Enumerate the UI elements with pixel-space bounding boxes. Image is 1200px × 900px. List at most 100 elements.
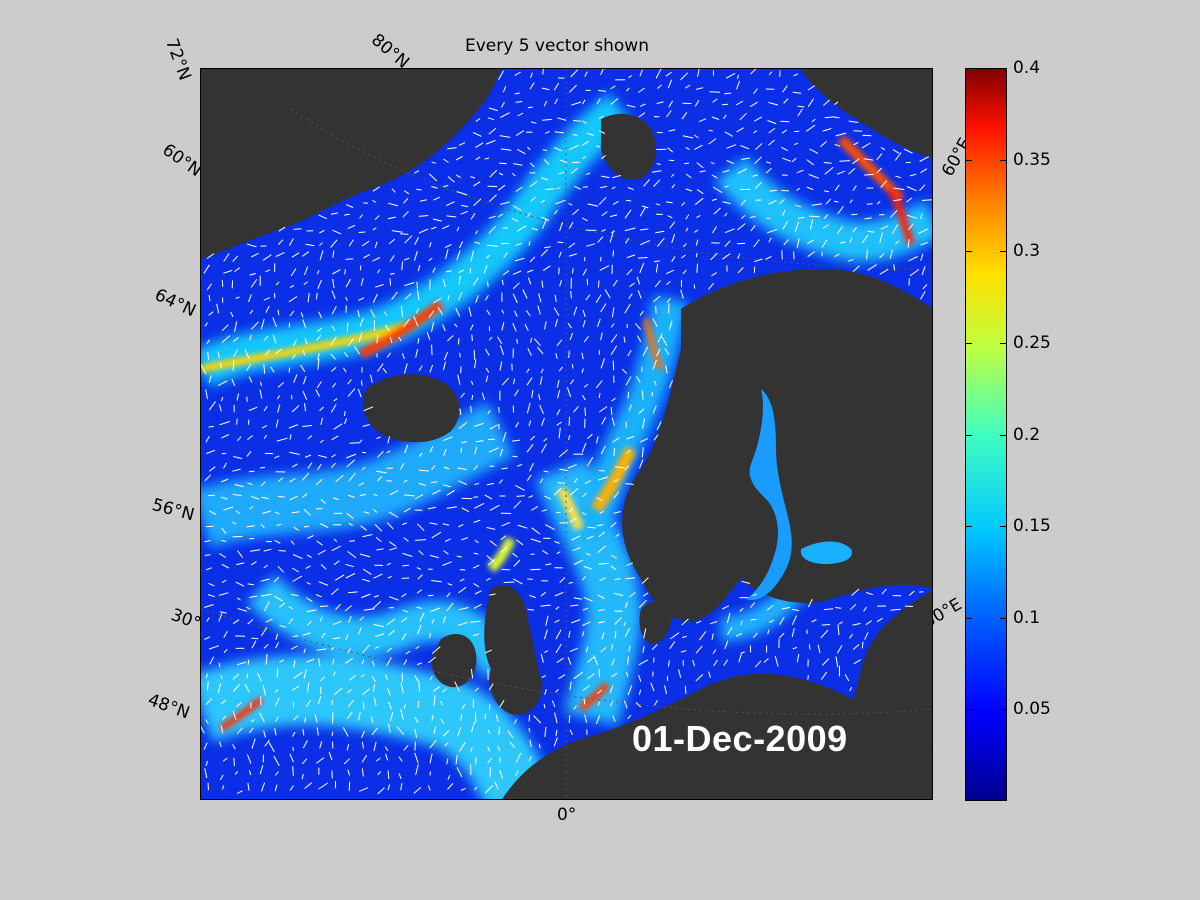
velocity-vector [474, 502, 485, 509]
colorbar-tick-label: 0.3 [1013, 241, 1041, 262]
velocity-vector [559, 577, 566, 583]
land-denmark [639, 602, 672, 644]
velocity-vector [201, 726, 205, 734]
velocity-vector [906, 197, 913, 203]
velocity-vector [247, 782, 250, 791]
velocity-vector [244, 683, 250, 693]
velocity-vector [558, 674, 566, 680]
velocity-vector [417, 338, 420, 344]
velocity-vector [485, 367, 490, 373]
velocity-vector [249, 309, 254, 315]
velocity-vector [251, 718, 255, 723]
velocity-vector [446, 506, 457, 509]
velocity-vector [598, 406, 608, 413]
velocity-vector [568, 715, 571, 724]
velocity-vector [278, 602, 286, 608]
velocity-vector [316, 270, 320, 275]
velocity-vector [783, 239, 790, 246]
velocity-vector [516, 495, 525, 497]
velocity-vector [722, 201, 731, 205]
velocity-vector [233, 348, 239, 357]
velocity-vector [427, 656, 437, 664]
velocity-vector [529, 594, 536, 599]
velocity-vector [386, 562, 392, 566]
velocity-vector [372, 600, 382, 609]
velocity-vector [569, 681, 572, 691]
velocity-vector [455, 155, 464, 161]
velocity-vector [656, 421, 662, 431]
velocity-vector [695, 87, 704, 90]
velocity-vector [920, 242, 928, 246]
velocity-vector [555, 629, 562, 640]
velocity-vector [583, 565, 593, 570]
velocity-vector [305, 700, 312, 708]
velocity-vector [501, 377, 509, 386]
velocity-vector [738, 653, 743, 663]
velocity-vector [528, 241, 531, 246]
velocity-vector [232, 683, 241, 692]
velocity-vector [553, 82, 560, 91]
velocity-vector [404, 494, 415, 497]
velocity-vector [248, 470, 255, 473]
velocity-vector [586, 656, 594, 664]
velocity-vector [206, 253, 215, 259]
velocity-vector [665, 71, 673, 77]
velocity-vector [205, 719, 209, 724]
velocity-vector [318, 242, 323, 247]
velocity-vector [403, 257, 410, 261]
velocity-vector [724, 212, 728, 217]
velocity-vector [293, 660, 296, 668]
velocity-vector [682, 243, 687, 248]
velocity-vector [554, 619, 560, 624]
land-europe [502, 673, 932, 799]
velocity-vector [524, 323, 529, 331]
velocity-vector [291, 463, 298, 468]
velocity-vector [447, 583, 453, 586]
velocity-vector [306, 554, 312, 558]
velocity-vector [723, 659, 729, 666]
velocity-vector [475, 230, 479, 235]
velocity-vector [304, 716, 307, 723]
velocity-vector [653, 434, 659, 441]
velocity-vector [811, 619, 817, 623]
velocity-vector [232, 744, 236, 750]
velocity-vector [610, 334, 618, 343]
velocity-vector [695, 674, 704, 682]
velocity-vector [447, 783, 454, 790]
velocity-vector [373, 623, 384, 628]
velocity-vector [635, 702, 642, 708]
velocity-vector [401, 522, 408, 526]
velocity-vector [835, 656, 839, 668]
velocity-vector [232, 337, 239, 343]
velocity-vector [525, 310, 531, 317]
velocity-vector [569, 84, 577, 93]
velocity-vector [529, 180, 538, 188]
velocity-vector [867, 264, 877, 271]
velocity-vector [331, 325, 336, 331]
velocity-vector [625, 577, 635, 580]
velocity-vector [612, 437, 620, 443]
velocity-vector [319, 250, 324, 261]
velocity-vector [279, 625, 287, 628]
velocity-vector [794, 204, 802, 208]
velocity-vector [876, 617, 883, 623]
velocity-vector [499, 757, 501, 763]
velocity-vector [919, 213, 923, 220]
velocity-vector [582, 576, 586, 581]
velocity-vector [867, 230, 875, 233]
velocity-vector [428, 632, 432, 639]
velocity-vector [736, 127, 744, 133]
map-canvas [201, 69, 932, 799]
velocity-vector [791, 615, 798, 626]
velocity-vector [791, 157, 797, 163]
velocity-vector [750, 618, 757, 621]
velocity-vector [527, 106, 533, 109]
velocity-vector [516, 225, 527, 232]
velocity-vector [530, 196, 536, 202]
velocity-vector [638, 689, 642, 696]
velocity-vector [317, 549, 326, 555]
velocity-vector [629, 282, 635, 288]
velocity-vector [726, 627, 733, 635]
velocity-vector [497, 213, 504, 218]
velocity-vector [331, 290, 336, 299]
